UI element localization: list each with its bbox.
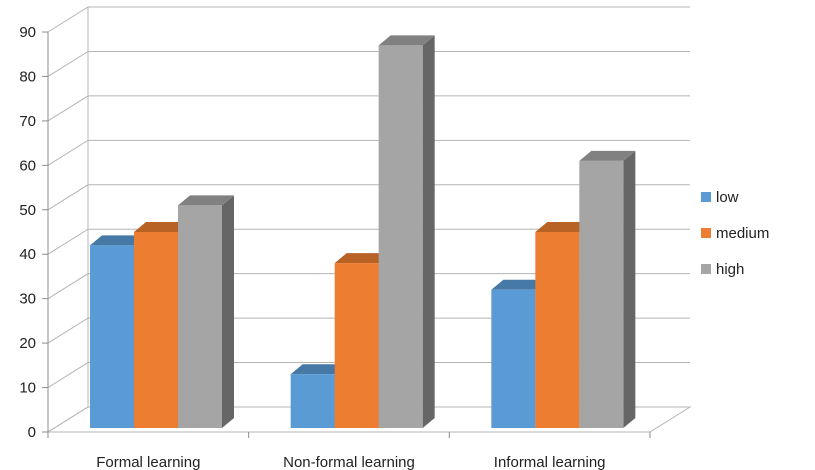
gridline: [47, 6, 690, 33]
bar-high-3: [579, 150, 636, 428]
bar-low-1: [90, 235, 146, 428]
gridline: [47, 95, 690, 122]
legend-label-high: high: [716, 261, 744, 278]
y-tick-label: 90: [19, 24, 36, 41]
y-tick-label: 80: [19, 68, 36, 85]
legend-label-low: low: [716, 189, 739, 206]
bar-high-2: [378, 35, 435, 428]
x-category-label: Informal learning: [494, 454, 606, 470]
y-tick-label: 70: [19, 113, 36, 130]
y-tick-label: 30: [19, 291, 36, 308]
x-category-label: Non-formal learning: [283, 454, 415, 470]
x-category-label: Formal learning: [96, 454, 200, 470]
labels: 0 10 20 30 40 50 60 70 80 90 Formal learning Non-fo…: [19, 24, 605, 470]
legend-swatch-medium: [701, 228, 711, 238]
gridline: [47, 50, 690, 77]
y-tick-label: 10: [19, 380, 36, 397]
y-tick-label: 0: [28, 424, 36, 441]
bars: [90, 35, 636, 428]
bar-high-1: [178, 195, 234, 428]
legend: low medium high: [701, 189, 769, 278]
axes: [42, 31, 651, 438]
y-tick-label: 60: [19, 157, 36, 174]
legend-label-medium: medium: [716, 225, 769, 242]
y-tick-label: 40: [19, 246, 36, 263]
legend-swatch-low: [701, 192, 711, 202]
y-tick-label: 20: [19, 335, 36, 352]
y-tick-label: 50: [19, 202, 36, 219]
legend-swatch-high: [701, 264, 711, 274]
